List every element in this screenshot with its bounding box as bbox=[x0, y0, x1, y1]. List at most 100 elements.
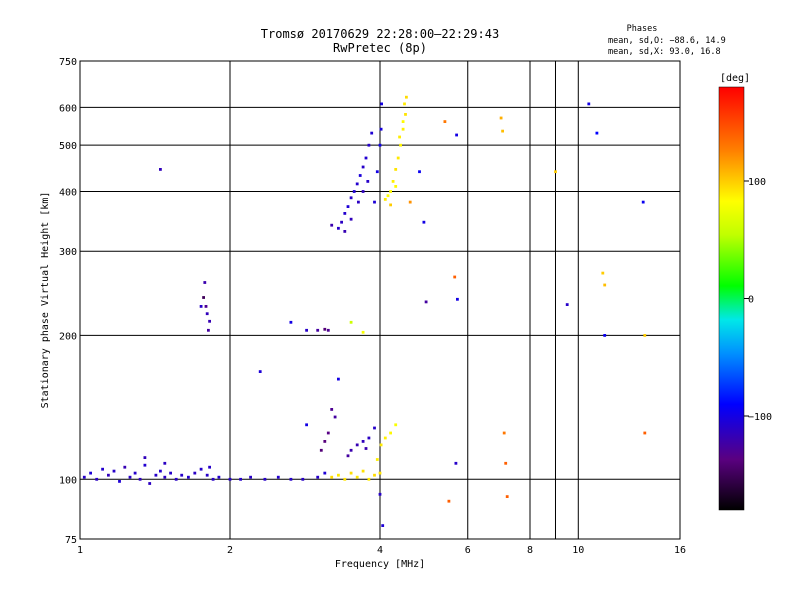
data-point bbox=[305, 328, 308, 332]
data-point bbox=[361, 330, 365, 334]
data-point bbox=[323, 440, 327, 443]
data-point bbox=[364, 447, 368, 450]
data-point bbox=[228, 477, 232, 481]
data-point bbox=[203, 281, 207, 284]
data-point bbox=[207, 328, 210, 332]
x-tick-label: 4 bbox=[377, 545, 383, 556]
data-point bbox=[174, 477, 178, 481]
data-point bbox=[289, 320, 293, 324]
data-point bbox=[370, 131, 374, 135]
data-point bbox=[394, 185, 398, 188]
data-point bbox=[163, 461, 167, 465]
data-point bbox=[276, 475, 280, 479]
data-point bbox=[502, 431, 506, 435]
data-point bbox=[454, 461, 458, 465]
data-point bbox=[319, 448, 323, 452]
data-point bbox=[378, 471, 382, 475]
data-point bbox=[355, 475, 359, 479]
data-point bbox=[159, 168, 162, 171]
data-point bbox=[305, 423, 308, 427]
data-point bbox=[95, 477, 99, 481]
data-point bbox=[323, 327, 327, 331]
stats-header: Phases bbox=[627, 24, 658, 34]
stats-o-line: mean, sd,O: −88.6, 14.9 bbox=[608, 36, 726, 46]
data-point bbox=[301, 477, 305, 481]
data-point bbox=[249, 475, 252, 479]
data-point bbox=[367, 477, 371, 481]
colorbar-label: [deg] bbox=[720, 73, 750, 84]
data-point bbox=[343, 212, 347, 215]
data-point bbox=[343, 477, 347, 481]
data-point bbox=[595, 131, 599, 135]
data-point bbox=[603, 283, 607, 287]
colorbar-tick-label: −100 bbox=[748, 412, 772, 423]
data-point bbox=[373, 426, 376, 430]
x-tick-label: 6 bbox=[465, 545, 471, 556]
data-point bbox=[89, 471, 92, 475]
data-point bbox=[349, 448, 353, 452]
data-point bbox=[330, 223, 334, 227]
data-point bbox=[367, 143, 371, 147]
data-point bbox=[199, 305, 203, 308]
data-point bbox=[389, 190, 392, 193]
data-point bbox=[128, 475, 132, 479]
data-point bbox=[352, 190, 356, 193]
data-point bbox=[554, 170, 557, 174]
y-tick-label: 600 bbox=[59, 103, 77, 114]
data-point bbox=[443, 120, 447, 123]
colorbar-ticks: 100 0 −100 bbox=[744, 177, 772, 423]
data-point bbox=[323, 471, 327, 475]
data-point bbox=[386, 194, 390, 198]
data-point bbox=[601, 271, 605, 275]
data-point bbox=[389, 431, 392, 435]
data-point bbox=[447, 499, 451, 503]
data-point bbox=[378, 143, 382, 147]
y-tick-label: 100 bbox=[59, 475, 77, 486]
data-point bbox=[205, 473, 209, 477]
y-tick-labels: 75 100 200 300 400 500 600 750 bbox=[59, 57, 77, 546]
data-point bbox=[330, 475, 334, 479]
data-point bbox=[456, 297, 459, 301]
data-point bbox=[239, 477, 242, 481]
data-point bbox=[154, 473, 158, 477]
data-point bbox=[337, 226, 340, 230]
data-point bbox=[375, 170, 379, 174]
data-point bbox=[101, 467, 104, 471]
x-tick-labels: 1 2 4 6 8 10 16 bbox=[77, 545, 686, 556]
data-point bbox=[187, 475, 190, 479]
data-point bbox=[205, 312, 209, 316]
data-point bbox=[499, 116, 503, 120]
data-point bbox=[330, 408, 334, 411]
data-point bbox=[381, 524, 385, 527]
x-tick-label: 8 bbox=[527, 545, 533, 556]
data-point bbox=[361, 165, 365, 169]
x-tick-label: 2 bbox=[227, 545, 233, 556]
data-point bbox=[357, 200, 360, 204]
data-point bbox=[366, 180, 370, 183]
data-point bbox=[163, 475, 167, 479]
data-point bbox=[389, 203, 392, 207]
y-tick-label: 200 bbox=[59, 331, 77, 342]
data-point bbox=[316, 328, 320, 332]
data-point bbox=[204, 305, 208, 308]
data-point bbox=[143, 463, 147, 467]
data-point bbox=[504, 461, 508, 465]
data-point bbox=[263, 477, 267, 481]
data-point bbox=[375, 458, 379, 461]
data-point bbox=[326, 328, 330, 332]
data-point bbox=[138, 477, 142, 481]
stats-x-line: mean, sd,X: 93.0, 16.8 bbox=[608, 47, 721, 57]
data-point bbox=[367, 436, 371, 440]
data-point bbox=[107, 473, 110, 477]
data-point bbox=[199, 467, 203, 471]
colorbar bbox=[718, 86, 745, 511]
colorbar-tick-label: 0 bbox=[748, 295, 754, 306]
y-tick-label: 750 bbox=[59, 57, 77, 68]
data-point bbox=[418, 170, 421, 174]
data-point bbox=[133, 471, 137, 475]
data-point bbox=[361, 190, 365, 193]
data-point bbox=[404, 113, 407, 116]
data-point bbox=[364, 156, 368, 160]
y-tick-label: 300 bbox=[59, 247, 77, 258]
